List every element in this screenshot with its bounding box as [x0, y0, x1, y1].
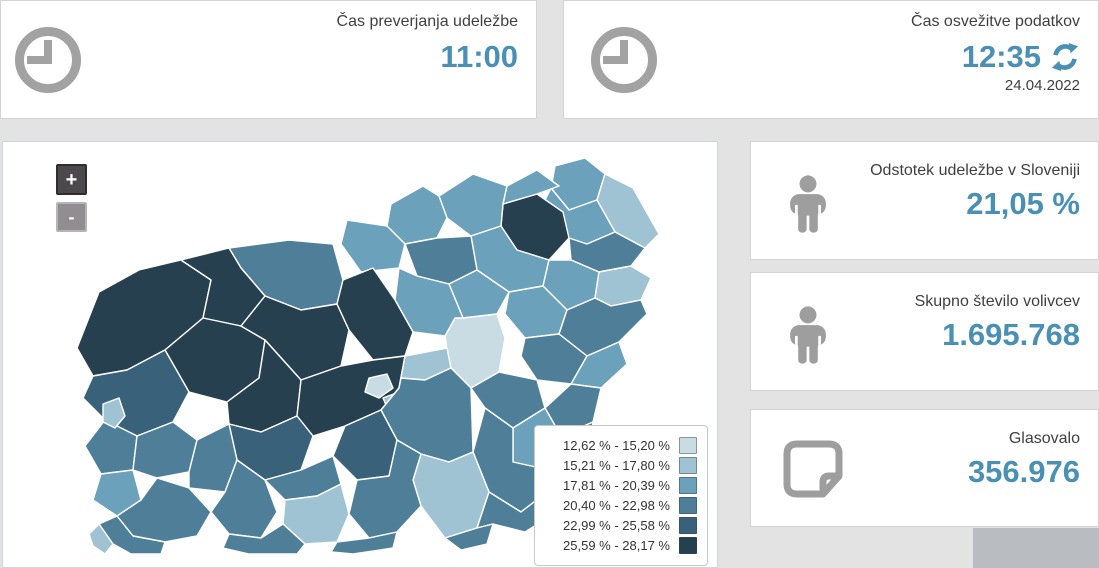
slovenia-map-svg [76, 157, 660, 555]
refresh-time-value: 12:35 [961, 39, 1041, 74]
legend-label: 25,59 % - 28,17 % [563, 538, 670, 553]
legend-label: 20,40 % - 22,98 % [563, 498, 670, 513]
legend-row: 20,40 % - 22,98 % [543, 496, 697, 515]
map-region[interactable] [336, 267, 414, 361]
legend-swatch [679, 497, 697, 514]
legend-row: 17,81 % - 20,39 % [543, 476, 697, 495]
refresh-time-label: Čas osvežitve podatkov [911, 13, 1080, 30]
legend-row: 25,59 % - 28,17 % [543, 536, 697, 555]
map-region[interactable] [438, 173, 508, 237]
map-region[interactable] [210, 459, 278, 539]
stat-card-voters: Skupno število volivcev 1.695.768 [750, 272, 1099, 391]
check-time-label: Čas preverjanja udeležbe [336, 13, 518, 30]
legend-swatch [679, 437, 697, 454]
check-time-card: Čas preverjanja udeležbe 11:00 [0, 0, 537, 119]
map-region[interactable] [330, 531, 398, 555]
legend-row: 15,21 % - 17,80 % [543, 456, 697, 475]
stat-label: Odstotek udeležbe v Sloveniji [870, 162, 1080, 179]
stat-value: 21,05 % [966, 186, 1080, 221]
clock-icon [589, 25, 659, 95]
person-icon [783, 297, 833, 378]
zoom-out-button[interactable]: - [56, 202, 87, 232]
refresh-date: 24.04.2022 [1004, 77, 1080, 94]
stat-card-voted: Glasovalo 356.976 [750, 409, 1099, 527]
stat-value: 1.695.768 [942, 317, 1080, 352]
legend-label: 12,62 % - 15,20 % [563, 438, 670, 453]
zoom-in-button[interactable]: + [56, 164, 87, 195]
map-region[interactable] [364, 373, 394, 399]
map-region[interactable] [570, 341, 628, 389]
stat-label: Glasovalo [1008, 430, 1080, 447]
legend-row: 12,62 % - 15,20 % [543, 436, 697, 455]
map-region[interactable] [502, 169, 560, 205]
map-region[interactable] [444, 523, 494, 551]
person-icon [783, 166, 833, 247]
legend-label: 17,81 % - 20,39 % [563, 478, 670, 493]
legend-swatch [679, 537, 697, 554]
legend-label: 22,99 % - 25,58 % [563, 518, 670, 533]
legend-label: 15,21 % - 17,80 % [563, 458, 670, 473]
stat-label: Skupno število volivcev [914, 293, 1080, 310]
legend-swatch [679, 457, 697, 474]
map-region[interactable] [594, 265, 652, 307]
check-time-value: 11:00 [440, 39, 518, 74]
stat-value: 356.976 [967, 454, 1080, 489]
clock-icon [13, 25, 83, 95]
map-region[interactable] [98, 515, 166, 555]
legend-row: 22,99 % - 25,58 % [543, 516, 697, 535]
map-legend: 12,62 % - 15,20 % 15,21 % - 17,80 % 17,81 … [534, 425, 708, 566]
note-icon [781, 438, 845, 507]
map-region[interactable] [102, 397, 126, 429]
refresh-time-card: Čas osvežitve podatkov 12:35 24.04.2022 [563, 0, 1099, 119]
gray-panel-fragment [973, 528, 1099, 568]
map-region[interactable] [88, 523, 114, 555]
map-panel: + - 12,62 % - 15,20 % 15,21 % - 17,80 % 17… [2, 141, 718, 568]
refresh-icon[interactable] [1050, 42, 1080, 72]
map-region[interactable] [222, 523, 306, 555]
legend-swatch [679, 477, 697, 494]
stat-card-turnout: Odstotek udeležbe v Sloveniji 21,05 % [750, 141, 1099, 260]
legend-swatch [679, 517, 697, 534]
